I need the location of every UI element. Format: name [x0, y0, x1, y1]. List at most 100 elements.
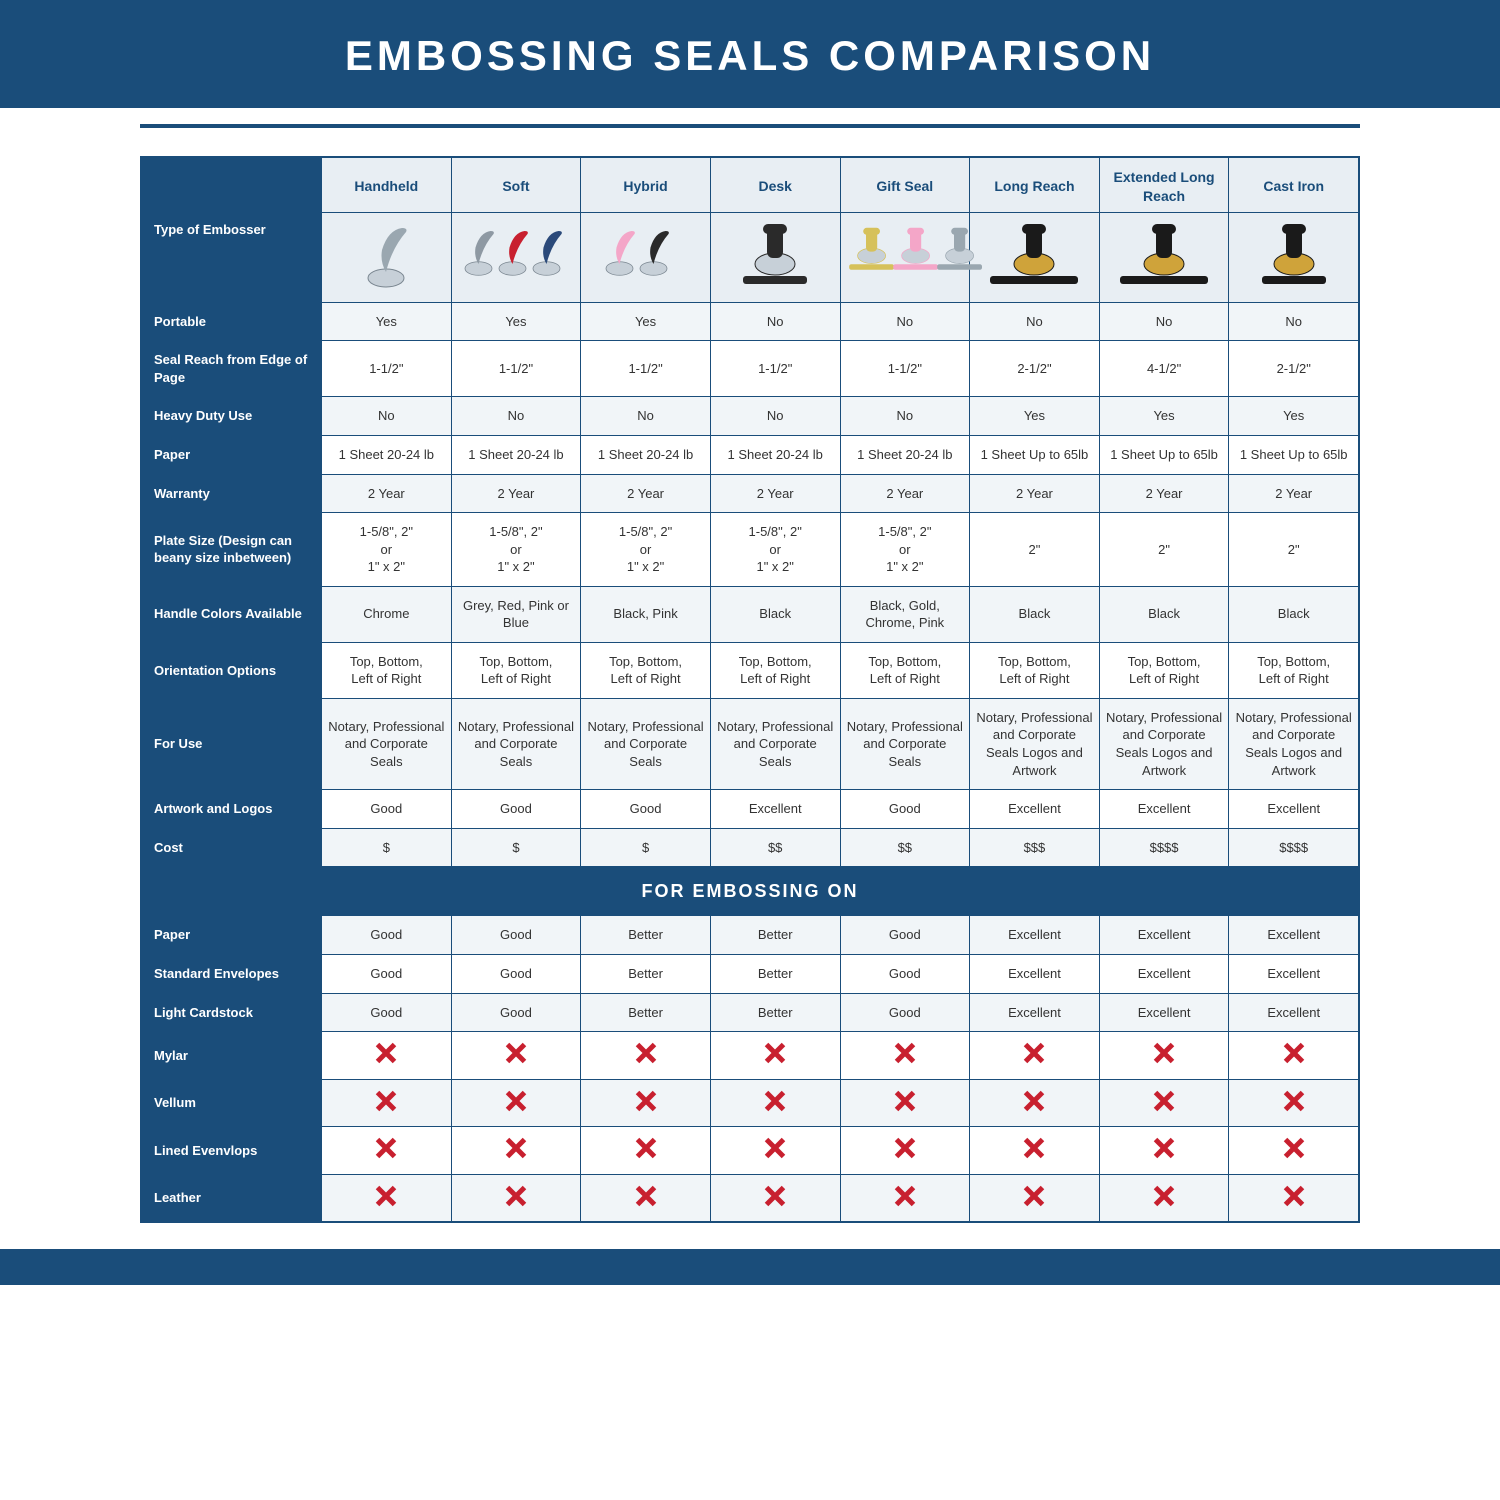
table-cell: Better: [710, 955, 840, 994]
table-cell: [970, 1127, 1100, 1175]
table-cell: No: [322, 397, 452, 436]
table-cell: No: [710, 397, 840, 436]
x-icon: [1023, 1137, 1045, 1159]
table-cell: $$$$: [1229, 828, 1359, 867]
table-cell: 2 Year: [322, 474, 452, 513]
row-label: Handle Colors Available: [142, 586, 322, 642]
x-icon: [1283, 1090, 1305, 1112]
x-icon: [635, 1042, 657, 1064]
embosser-icon-cell: [451, 212, 581, 302]
row-label: Paper: [142, 916, 322, 955]
table-row: Mylar: [142, 1032, 1359, 1080]
row-label: Cost: [142, 828, 322, 867]
table-row: For UseNotary, Professional and Corporat…: [142, 698, 1359, 789]
embosser-icon-cell: [840, 212, 970, 302]
table-cell: Yes: [451, 302, 581, 341]
table-cell: [581, 1032, 711, 1080]
table-row: Paper1 Sheet 20-24 lb1 Sheet 20-24 lb1 S…: [142, 435, 1359, 474]
table-cell: [970, 1174, 1100, 1222]
embosser-icon-cell: [581, 212, 711, 302]
x-icon: [635, 1137, 657, 1159]
table-cell: Excellent: [1229, 916, 1359, 955]
table-cell: Excellent: [1099, 993, 1229, 1032]
table-row: Vellum: [142, 1079, 1359, 1127]
table-cell: Yes: [1099, 397, 1229, 436]
x-icon: [505, 1090, 527, 1112]
x-icon: [1153, 1090, 1175, 1112]
table-cell: Top, Bottom,Left of Right: [1099, 642, 1229, 698]
row-label: Heavy Duty Use: [142, 397, 322, 436]
x-icon: [375, 1137, 397, 1159]
table-cell: Notary, Professional and Corporate Seals: [581, 698, 711, 789]
table-cell: Excellent: [970, 993, 1100, 1032]
x-icon: [894, 1042, 916, 1064]
table-cell: Yes: [970, 397, 1100, 436]
row-label: Paper: [142, 435, 322, 474]
table-cell: [451, 1079, 581, 1127]
table-cell: Good: [322, 790, 452, 829]
column-header: Gift Seal: [840, 158, 970, 213]
table-cell: [581, 1174, 711, 1222]
table-row: Warranty2 Year2 Year2 Year2 Year2 Year2 …: [142, 474, 1359, 513]
table-cell: Top, Bottom,Left of Right: [1229, 642, 1359, 698]
table-cell: Excellent: [1229, 790, 1359, 829]
x-icon: [1023, 1185, 1045, 1207]
row-label: Vellum: [142, 1079, 322, 1127]
table-cell: Good: [322, 993, 452, 1032]
table-cell: [1229, 1174, 1359, 1222]
table-cell: Yes: [1229, 397, 1359, 436]
embosser-icon: [845, 225, 1007, 290]
row-label: Standard Envelopes: [142, 955, 322, 994]
x-icon: [1283, 1042, 1305, 1064]
table-cell: Top, Bottom,Left of Right: [970, 642, 1100, 698]
x-icon: [1023, 1090, 1045, 1112]
table-cell: $$: [840, 828, 970, 867]
table-row: PaperGoodGoodBetterBetterGoodExcellentEx…: [142, 916, 1359, 955]
table-cell: 1-1/2": [451, 341, 581, 397]
column-header: Desk: [710, 158, 840, 213]
table-head: Type of EmbosserHandheldSoftHybridDeskGi…: [142, 158, 1359, 303]
table-cell: [710, 1127, 840, 1175]
table-cell: 2 Year: [1099, 474, 1229, 513]
table-cell: No: [840, 302, 970, 341]
table-cell: Top, Bottom,Left of Right: [840, 642, 970, 698]
table-cell: 2-1/2": [970, 341, 1100, 397]
x-icon: [1283, 1185, 1305, 1207]
x-icon: [764, 1090, 786, 1112]
title-underline: [140, 124, 1360, 128]
table-cell: 1-5/8", 2"or1" x 2": [710, 513, 840, 587]
table-cell: Notary, Professional and Corporate Seals…: [1229, 698, 1359, 789]
table-cell: No: [1229, 302, 1359, 341]
footer-band: [0, 1249, 1500, 1285]
table-cell: Good: [840, 955, 970, 994]
table-cell: Good: [451, 916, 581, 955]
table-cell: No: [581, 397, 711, 436]
table-cell: 1-1/2": [581, 341, 711, 397]
table-row: Artwork and LogosGoodGoodGoodExcellentGo…: [142, 790, 1359, 829]
table-cell: No: [710, 302, 840, 341]
x-icon: [1023, 1042, 1045, 1064]
x-icon: [764, 1185, 786, 1207]
table-cell: 1 Sheet Up to 65lb: [970, 435, 1100, 474]
x-icon: [1283, 1137, 1305, 1159]
table-cell: [451, 1127, 581, 1175]
table-row: Heavy Duty UseNoNoNoNoNoYesYesYes: [142, 397, 1359, 436]
table-cell: [1229, 1079, 1359, 1127]
table-cell: Excellent: [1229, 993, 1359, 1032]
embosser-icon: [597, 225, 695, 290]
table-cell: [1099, 1032, 1229, 1080]
embosser-icon: [1114, 220, 1214, 295]
column-header: Extended Long Reach: [1099, 158, 1229, 213]
table-cell: [1099, 1079, 1229, 1127]
table-cell: 4-1/2": [1099, 341, 1229, 397]
x-icon: [894, 1137, 916, 1159]
table-cell: No: [451, 397, 581, 436]
table-cell: Good: [451, 993, 581, 1032]
x-icon: [505, 1137, 527, 1159]
table-cell: Black, Gold, Chrome, Pink: [840, 586, 970, 642]
table-cell: Excellent: [1099, 916, 1229, 955]
embosser-icon: [737, 220, 813, 295]
row-label: Plate Size (Design can beany size inbetw…: [142, 513, 322, 587]
table-cell: [1229, 1127, 1359, 1175]
x-icon: [505, 1042, 527, 1064]
